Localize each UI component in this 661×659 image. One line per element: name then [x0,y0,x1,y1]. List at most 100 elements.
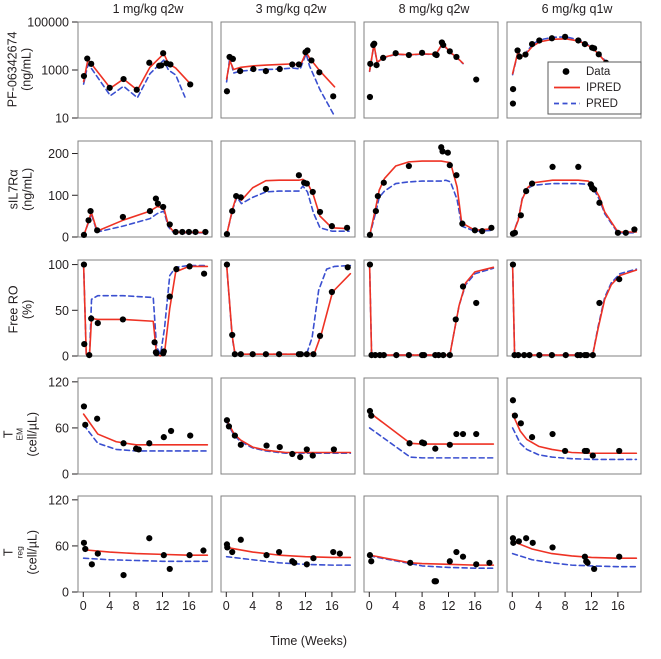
data-point [581,41,588,48]
panel-r1-c3 [363,21,499,119]
panel-r1-c1 [77,21,213,119]
data-point [85,217,92,224]
y-tick-label: 200 [48,147,69,161]
data-point [453,548,460,556]
data-point [223,261,231,268]
data-point [589,452,596,459]
data-point [186,552,193,559]
x-tick-label: 16 [182,599,196,613]
data-point [373,62,380,69]
panel-r5-c3 [363,495,499,593]
panel-r3-c1 [77,259,213,359]
data-point [119,316,126,323]
data-point [405,351,412,359]
x-tick-label: 4 [106,599,113,613]
y-tick-label: 10 [55,112,69,126]
data-point [516,53,523,60]
x-tick-label: 0 [509,599,516,613]
data-point [187,432,194,439]
panel-frame [220,259,356,357]
data-point [152,195,159,202]
data-point [202,228,209,236]
data-point [380,351,387,359]
data-point [452,316,459,323]
pred-line [82,557,209,563]
data-point [263,552,270,559]
data-point [224,544,231,551]
data-point [231,351,238,358]
panel-r4-c1 [77,377,213,475]
column-title-1: 1 mg/kg q2w [112,2,184,16]
data-point [393,351,400,359]
data-point [439,148,446,155]
data-point [94,319,101,327]
data-point [229,208,236,215]
data-point [179,228,186,236]
data-point [595,51,602,58]
x-tick-label: 8 [133,599,140,613]
data-point [328,223,335,230]
data-point [453,430,460,438]
data-point [392,50,399,57]
data-point [521,351,528,359]
data-point [289,61,296,68]
data-point [295,172,302,179]
x-tick-label: 0 [366,599,373,613]
data-point [343,224,351,231]
data-point [316,332,324,339]
panel-frame [506,377,642,475]
data-point [380,179,387,186]
data-point [405,162,412,170]
panel-r2-c1 [77,140,213,239]
x-tick-label: 16 [468,599,482,613]
data-point [528,180,536,187]
data-point [82,421,89,428]
data-point [459,283,467,290]
data-point [166,221,173,228]
data-point [297,351,304,358]
data-point [303,561,310,568]
x-axis-title: Time (Weeks) [270,634,348,648]
data-point [344,264,351,271]
data-point [548,351,555,359]
data-point [263,442,270,449]
data-point [405,51,412,59]
x-tick-label: 0 [80,599,87,613]
data-point [303,351,310,358]
data-point [153,350,160,357]
data-point [330,548,337,556]
data-point [515,538,522,545]
data-point [133,86,140,93]
data-point [225,423,233,430]
data-point [200,547,207,554]
data-point [529,539,536,546]
pred-line [511,552,638,568]
data-point [488,224,495,231]
data-point [237,441,244,448]
x-tick-label: 16 [325,599,339,613]
y-tick-label: 0 [62,586,69,600]
data-point [146,440,153,447]
data-point [471,227,478,234]
data-point [432,578,440,585]
data-point [561,33,569,40]
data-point [80,231,88,239]
column-title-3: 8 mg/kg q2w [398,2,470,16]
data-point [160,552,167,559]
panel-frame [506,495,642,593]
data-point [173,266,180,273]
data-point [275,548,283,556]
panel-frame [77,21,213,119]
pred-line [82,59,186,99]
data-point [591,565,598,573]
data-point [511,412,519,419]
panel-r3-c3 [363,259,499,359]
data-point [160,50,167,57]
data-point [297,454,304,461]
data-point [549,163,556,170]
data-point [528,41,536,48]
data-point [316,69,323,76]
data-point [616,276,623,283]
y-tick-label: 0 [62,468,69,482]
data-point [146,535,153,542]
